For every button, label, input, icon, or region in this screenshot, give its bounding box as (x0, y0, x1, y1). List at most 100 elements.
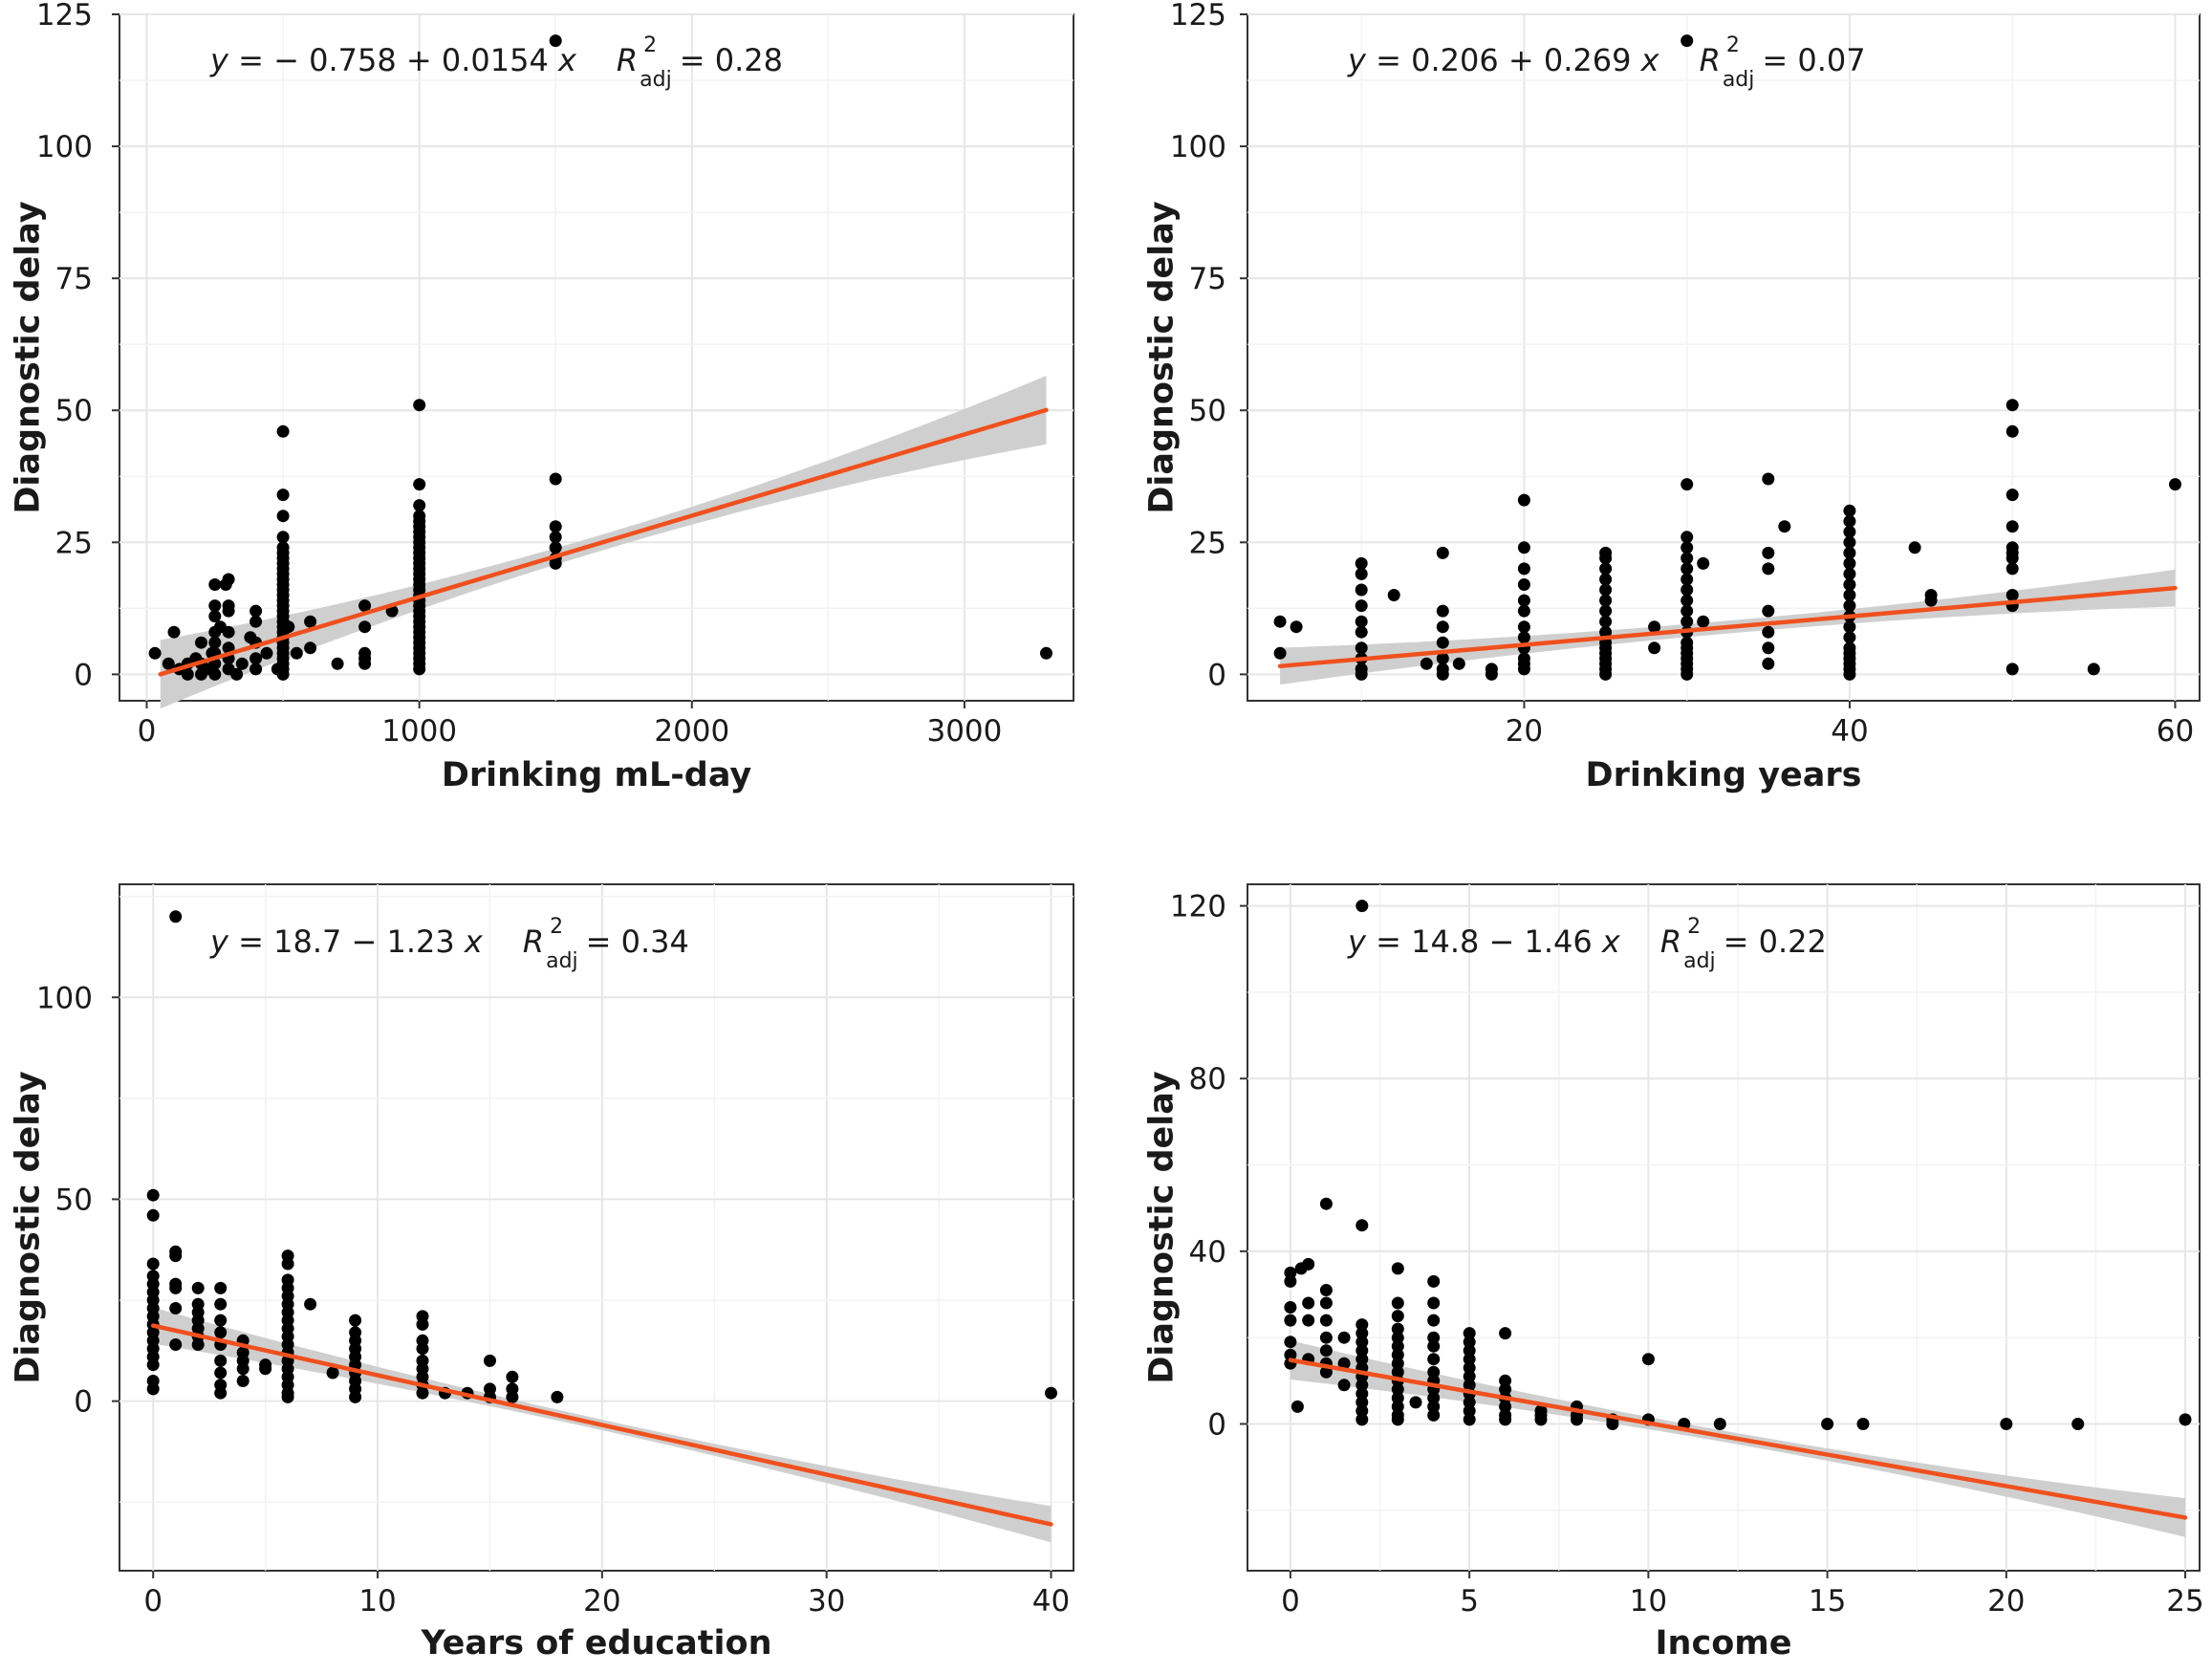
data-point (208, 610, 222, 623)
data-point (162, 657, 175, 670)
data-point (1499, 1413, 1512, 1426)
data-point (1681, 541, 1694, 554)
data-point (1337, 1331, 1351, 1344)
data-point (214, 1281, 228, 1294)
r-squared-subscript: adj (1723, 68, 1755, 92)
data-point (1302, 1257, 1315, 1271)
data-point (358, 599, 372, 613)
data-point (1843, 578, 1856, 591)
data-point (413, 399, 426, 412)
data-point (1427, 1296, 1441, 1310)
r-squared-label: R (523, 923, 544, 960)
regression-equation: y = − 0.758 + 0.0154 x (209, 42, 577, 78)
data-point (1463, 1379, 1476, 1392)
y-tick-label: 100 (36, 981, 93, 1015)
data-point (195, 636, 207, 649)
data-point (1427, 1408, 1441, 1422)
data-point (2000, 1418, 2013, 1430)
data-point (1517, 604, 1530, 618)
x-tick-label: 2000 (654, 714, 729, 749)
data-point (1355, 567, 1368, 580)
data-point (1681, 573, 1694, 586)
data-points (1273, 34, 2181, 681)
plot-area (119, 883, 1074, 1572)
data-point (1355, 1336, 1369, 1349)
y-tick-label: 50 (1189, 394, 1226, 428)
data-point (1599, 552, 1613, 565)
data-point (2071, 1418, 2085, 1430)
data-point (416, 1342, 429, 1356)
data-point (146, 1358, 160, 1372)
y-tick-label: 100 (1170, 130, 1226, 164)
data-point (1391, 1296, 1404, 1310)
data-point (2169, 478, 2181, 491)
data-point (146, 1382, 160, 1396)
data-point (1599, 573, 1613, 586)
data-point (1499, 1374, 1512, 1387)
data-point (1355, 1219, 1369, 1232)
data-point (146, 1188, 160, 1202)
panel-drinking-years: 20 40 60 0 25 50 75 100 125 Drinking years Diagnos… (1142, 0, 2201, 794)
data-point (413, 663, 426, 676)
data-point (1319, 1197, 1333, 1210)
y-tick-label: 0 (74, 658, 93, 692)
data-point (1843, 546, 1856, 559)
data-point (1843, 514, 1856, 528)
data-point (1355, 1404, 1369, 1418)
data-point (1355, 615, 1368, 628)
data-point (1355, 667, 1368, 681)
data-point (249, 604, 263, 618)
data-point (1517, 562, 1530, 576)
x-tick-label: 0 (143, 1584, 163, 1619)
r-squared-label: R (1660, 923, 1681, 960)
data-point (2006, 489, 2019, 502)
data-point (214, 1354, 228, 1367)
x-tick-label: 20 (583, 1584, 620, 1619)
data-point (281, 1257, 294, 1271)
data-point (1697, 615, 1710, 628)
data-point (214, 1314, 228, 1327)
data-point (1463, 1361, 1476, 1375)
data-point (1319, 1284, 1333, 1296)
r-squared-superscript: 2 (1687, 915, 1701, 939)
data-point (1517, 631, 1530, 644)
data-point (1319, 1344, 1333, 1358)
x-tick-label: 3000 (926, 714, 1002, 749)
data-point (349, 1314, 362, 1327)
data-point (1284, 1348, 1297, 1361)
y-tick-label: 25 (1189, 526, 1226, 560)
x-tick-label: 0 (138, 714, 157, 749)
data-point (1485, 667, 1498, 681)
data-point (413, 478, 426, 491)
data-point (2006, 562, 2019, 576)
data-point (358, 657, 372, 670)
y-tick-label: 125 (36, 0, 93, 33)
data-point (549, 472, 562, 486)
data-point (276, 489, 290, 502)
x-tick-label: 20 (1506, 714, 1543, 749)
data-point (1427, 1331, 1441, 1344)
data-point (1762, 562, 1775, 576)
data-point (1843, 667, 1856, 681)
data-point (1337, 1379, 1351, 1392)
data-point (1355, 1344, 1369, 1358)
data-point (1599, 615, 1613, 628)
regression-line (1288, 1358, 2188, 1520)
data-point (358, 620, 372, 634)
data-point (1355, 599, 1368, 613)
data-point (281, 1390, 294, 1403)
y-tick-label: 80 (1189, 1062, 1226, 1097)
panel-income: 0 5 10 15 20 25 0 40 80 120 Income Diagnostic delay… (1142, 883, 2204, 1662)
data-point (276, 531, 290, 544)
data-point (1391, 1348, 1404, 1361)
regression-equation: y = 0.206 + 0.269 x (1347, 42, 1660, 78)
regression-equation: y = 18.7 − 1.23 x (209, 923, 484, 960)
data-point (1681, 583, 1694, 597)
data-point (208, 599, 222, 613)
data-point (191, 1281, 205, 1294)
data-point (169, 1281, 183, 1294)
data-point (1337, 1357, 1351, 1370)
data-point (282, 620, 295, 634)
data-point (413, 499, 426, 512)
